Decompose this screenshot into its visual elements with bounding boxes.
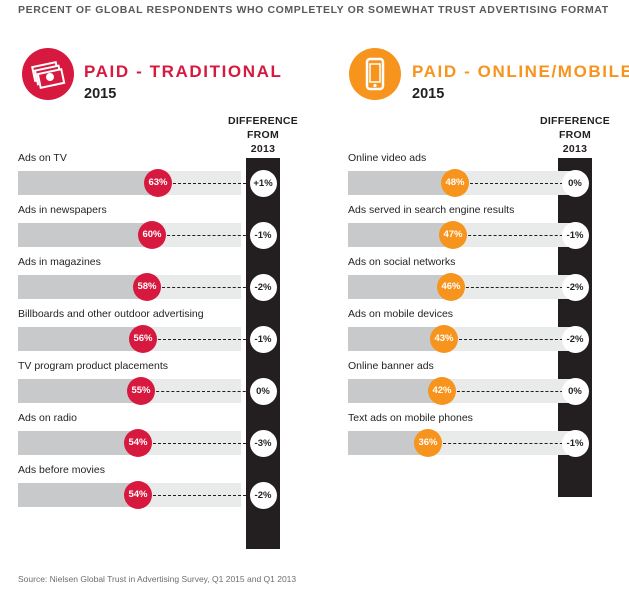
difference-badge: -2% — [561, 273, 589, 301]
difference-badge: -1% — [249, 325, 277, 353]
bar — [18, 223, 152, 247]
leader-line — [151, 391, 261, 392]
value-badge: 54% — [124, 429, 152, 457]
smartphone-icon — [349, 48, 401, 100]
value-badge: 42% — [428, 377, 456, 405]
bar — [18, 379, 141, 403]
difference-badge: -2% — [561, 325, 589, 353]
row-label: Online video ads — [348, 152, 427, 164]
section-year: 2015 — [412, 86, 445, 102]
value-badge: 48% — [441, 169, 469, 197]
bar — [348, 171, 455, 195]
bar — [348, 327, 444, 351]
difference-header-line: DIFFERENCE — [539, 115, 611, 127]
difference-header: DIFFERENCE FROM 2013 — [530, 114, 620, 156]
row-label: Billboards and other outdoor advertising — [18, 308, 204, 320]
bar — [348, 275, 451, 299]
difference-badge: -3% — [249, 429, 277, 457]
bar — [18, 431, 138, 455]
row-label: Ads on radio — [18, 412, 77, 424]
leader-line — [162, 235, 261, 236]
value-badge: 60% — [138, 221, 166, 249]
difference-badge: 0% — [561, 377, 589, 405]
row-label: Ads in magazines — [18, 256, 101, 268]
leader-line — [454, 339, 573, 340]
row-label: TV program product placements — [18, 360, 168, 372]
row-label: Ads on social networks — [348, 256, 456, 268]
difference-header-line: 2013 — [562, 143, 588, 155]
row-label: Ads on TV — [18, 152, 67, 164]
leader-line — [461, 287, 573, 288]
leader-line — [168, 183, 261, 184]
value-badge: 36% — [414, 429, 442, 457]
difference-badge: +1% — [249, 169, 277, 197]
difference-header-line: FROM — [246, 129, 280, 141]
leader-line — [148, 443, 261, 444]
row-label: Ads served in search engine results — [348, 204, 515, 216]
leader-line — [157, 287, 261, 288]
difference-badge: 0% — [249, 377, 277, 405]
difference-badge: -1% — [249, 221, 277, 249]
difference-header-line: 2013 — [250, 143, 276, 155]
row-label: Text ads on mobile phones — [348, 412, 473, 424]
source-note: Source: Nielsen Global Trust in Advertis… — [18, 574, 297, 584]
row-label: Ads in newspapers — [18, 204, 107, 216]
value-badge: 56% — [129, 325, 157, 353]
value-badge: 63% — [144, 169, 172, 197]
bar — [18, 327, 143, 351]
leader-line — [465, 183, 573, 184]
value-badge: 43% — [430, 325, 458, 353]
row-label: Online banner ads — [348, 360, 434, 372]
leader-line — [148, 495, 261, 496]
section-year: 2015 — [84, 86, 117, 102]
leader-line — [463, 235, 573, 236]
bar — [18, 171, 158, 195]
leader-line — [452, 391, 573, 392]
row-label: Ads on mobile devices — [348, 308, 454, 320]
difference-badge: -2% — [249, 481, 277, 509]
bar — [18, 483, 138, 507]
difference-badge: -1% — [561, 221, 589, 249]
value-badge: 54% — [124, 481, 152, 509]
bar — [348, 379, 442, 403]
value-badge: 58% — [133, 273, 161, 301]
leader-line — [153, 339, 261, 340]
difference-badge: -2% — [249, 273, 277, 301]
value-badge: 46% — [437, 273, 465, 301]
difference-header: DIFFERENCE FROM 2013 — [218, 114, 308, 156]
row-label: Ads before movies — [18, 464, 105, 476]
leader-line — [438, 443, 573, 444]
value-badge: 47% — [439, 221, 467, 249]
bar — [18, 275, 147, 299]
money-icon — [22, 48, 74, 100]
value-badge: 55% — [127, 377, 155, 405]
difference-badge: 0% — [561, 169, 589, 197]
bar — [348, 223, 453, 247]
section-title: PAID - ONLINE/MOBILE — [412, 62, 629, 81]
section-title: PAID - TRADITIONAL — [84, 62, 283, 81]
difference-badge: -1% — [561, 429, 589, 457]
difference-header-line: FROM — [558, 129, 592, 141]
difference-header-line: DIFFERENCE — [227, 115, 299, 127]
chart-header: PERCENT OF GLOBAL RESPONDENTS WHO COMPLE… — [18, 4, 609, 16]
